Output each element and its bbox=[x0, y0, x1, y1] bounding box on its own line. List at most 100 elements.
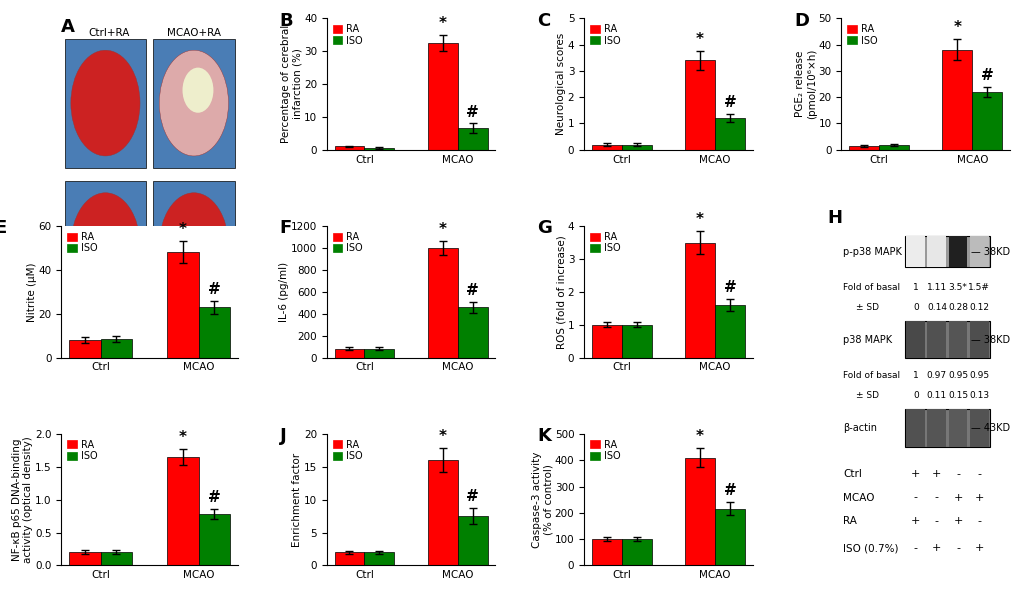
Bar bbox=[428, 43, 458, 150]
Text: 0: 0 bbox=[912, 392, 918, 400]
Text: +: + bbox=[931, 544, 941, 553]
Bar bbox=[971, 92, 1001, 150]
Bar bbox=[458, 128, 487, 150]
Bar bbox=[685, 60, 714, 150]
Legend: RA, ISO: RA, ISO bbox=[66, 231, 98, 254]
Bar bbox=[591, 325, 621, 358]
Text: *: * bbox=[438, 429, 446, 444]
Bar bbox=[948, 409, 966, 447]
Text: A: A bbox=[61, 18, 75, 36]
Text: #: # bbox=[208, 282, 220, 297]
Text: — 43KD: — 43KD bbox=[970, 423, 1009, 433]
Bar bbox=[621, 145, 651, 150]
Text: 0.97: 0.97 bbox=[926, 371, 946, 380]
Bar bbox=[969, 409, 987, 447]
Text: p38 MAPK: p38 MAPK bbox=[842, 335, 892, 345]
Bar bbox=[334, 552, 364, 565]
Text: J: J bbox=[279, 427, 286, 445]
Bar bbox=[364, 148, 394, 150]
Text: C: C bbox=[536, 12, 549, 30]
Bar bbox=[101, 339, 131, 358]
Text: 0.11: 0.11 bbox=[926, 392, 946, 400]
Bar bbox=[621, 325, 651, 358]
Text: +: + bbox=[931, 469, 941, 479]
Bar bbox=[167, 252, 199, 358]
Y-axis label: Enrichment factor: Enrichment factor bbox=[292, 452, 303, 547]
Text: 0.14: 0.14 bbox=[926, 303, 946, 312]
Ellipse shape bbox=[159, 193, 228, 299]
Text: #: # bbox=[722, 280, 736, 295]
Legend: RA, ISO: RA, ISO bbox=[846, 23, 877, 46]
Bar bbox=[591, 539, 621, 565]
Bar bbox=[878, 145, 908, 150]
Text: #: # bbox=[980, 67, 993, 83]
Y-axis label: NF-κB p65 DNA-binding
activity (optical density): NF-κB p65 DNA-binding activity (optical … bbox=[12, 437, 34, 563]
Bar bbox=[685, 458, 714, 565]
Text: *: * bbox=[438, 16, 446, 31]
Bar bbox=[458, 516, 487, 565]
Text: E: E bbox=[0, 219, 6, 238]
Bar bbox=[428, 460, 458, 565]
Bar bbox=[926, 237, 946, 267]
Legend: RA, ISO: RA, ISO bbox=[331, 23, 364, 46]
Text: ± SD: ± SD bbox=[856, 392, 878, 400]
Bar bbox=[364, 552, 394, 565]
Bar bbox=[101, 552, 131, 565]
Ellipse shape bbox=[70, 50, 140, 156]
Text: #: # bbox=[722, 483, 736, 499]
Text: 0.95: 0.95 bbox=[947, 371, 967, 380]
Text: -: - bbox=[955, 544, 959, 553]
Bar bbox=[926, 321, 946, 359]
Bar bbox=[591, 145, 621, 150]
Text: 0.12: 0.12 bbox=[968, 303, 988, 312]
Text: β-actin: β-actin bbox=[842, 423, 876, 433]
Text: -: - bbox=[913, 492, 917, 503]
Bar bbox=[948, 237, 966, 267]
Bar bbox=[69, 552, 101, 565]
Text: +: + bbox=[910, 516, 919, 527]
Text: +: + bbox=[953, 492, 962, 503]
Text: *: * bbox=[179, 430, 186, 445]
Bar bbox=[848, 146, 878, 150]
Text: 0: 0 bbox=[912, 303, 918, 312]
Bar bbox=[428, 248, 458, 358]
Bar bbox=[906, 409, 924, 447]
Bar bbox=[153, 38, 234, 168]
Y-axis label: Caspase-3 activity
(% of control): Caspase-3 activity (% of control) bbox=[531, 452, 552, 548]
Bar bbox=[714, 305, 744, 358]
Text: MCAO+RA: MCAO+RA bbox=[167, 29, 221, 38]
Text: *: * bbox=[438, 223, 446, 238]
Bar bbox=[948, 321, 966, 359]
Text: RA: RA bbox=[842, 516, 856, 527]
Text: 0.13: 0.13 bbox=[968, 392, 988, 400]
Text: *: * bbox=[695, 32, 703, 47]
Text: ± SD: ± SD bbox=[856, 303, 878, 312]
Text: -: - bbox=[976, 516, 980, 527]
Text: #: # bbox=[466, 489, 479, 504]
Text: *: * bbox=[695, 429, 703, 444]
Text: +: + bbox=[953, 516, 962, 527]
Text: — 38KD: — 38KD bbox=[970, 335, 1009, 345]
Bar bbox=[906, 237, 924, 267]
Text: *: * bbox=[179, 223, 186, 238]
Legend: RA, ISO: RA, ISO bbox=[588, 439, 621, 462]
Text: G: G bbox=[536, 219, 551, 238]
Bar bbox=[905, 409, 988, 447]
Text: 1: 1 bbox=[912, 283, 918, 292]
Text: 1: 1 bbox=[912, 371, 918, 380]
Text: MCAO+ISO: MCAO+ISO bbox=[165, 314, 223, 323]
Bar bbox=[199, 514, 230, 565]
Text: 1.5#: 1.5# bbox=[967, 283, 989, 292]
Text: Ctrl: Ctrl bbox=[842, 469, 861, 479]
Text: F: F bbox=[279, 219, 291, 238]
Y-axis label: Neurological scores: Neurological scores bbox=[555, 33, 566, 135]
Text: +: + bbox=[973, 544, 982, 553]
Y-axis label: PGE₂ release
(pmol/10⁶×h): PGE₂ release (pmol/10⁶×h) bbox=[795, 49, 816, 119]
Legend: RA, ISO: RA, ISO bbox=[331, 439, 364, 462]
Y-axis label: Nitrite (μM): Nitrite (μM) bbox=[26, 262, 37, 322]
Bar bbox=[714, 118, 744, 150]
Text: #: # bbox=[466, 283, 479, 298]
Bar bbox=[942, 50, 971, 150]
Text: -: - bbox=[934, 492, 938, 503]
Bar bbox=[905, 237, 988, 267]
